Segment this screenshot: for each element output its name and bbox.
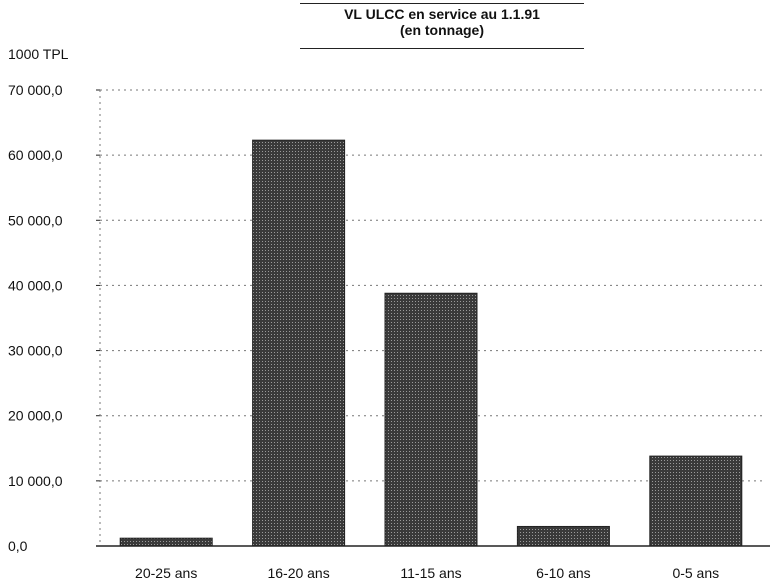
chart-title: VL ULCC en service au 1.1.91 bbox=[344, 6, 540, 22]
bar bbox=[516, 525, 610, 547]
bar bbox=[649, 455, 743, 547]
y-tick-label: 20 000,0 bbox=[8, 408, 63, 424]
title-bottom-rule bbox=[300, 48, 584, 49]
x-tick-label: 11-15 ans bbox=[400, 565, 461, 581]
chart-title-block: VL ULCC en service au 1.1.91 (en tonnage… bbox=[300, 6, 584, 38]
title-top-rule bbox=[300, 3, 584, 4]
y-tick-label: 30 000,0 bbox=[8, 343, 63, 359]
y-tick-label: 40 000,0 bbox=[8, 277, 63, 293]
chart-subtitle: (en tonnage) bbox=[400, 22, 484, 38]
x-tick-label: 20-25 ans bbox=[135, 565, 197, 581]
x-tick-label: 16-20 ans bbox=[267, 565, 329, 581]
y-axis-unit-label: 1000 TPL bbox=[8, 46, 69, 62]
y-tick-label: 10 000,0 bbox=[8, 473, 63, 489]
y-tick-label: 50 000,0 bbox=[8, 212, 63, 228]
y-tick-label: 0,0 bbox=[8, 538, 28, 554]
x-tick-label: 0-5 ans bbox=[672, 565, 719, 581]
y-tick-label: 70 000,0 bbox=[8, 82, 63, 98]
y-tick-label: 60 000,0 bbox=[8, 147, 63, 163]
bar bbox=[384, 292, 478, 547]
x-tick-label: 6-10 ans bbox=[536, 565, 590, 581]
bar bbox=[119, 537, 213, 547]
bar bbox=[252, 139, 346, 547]
